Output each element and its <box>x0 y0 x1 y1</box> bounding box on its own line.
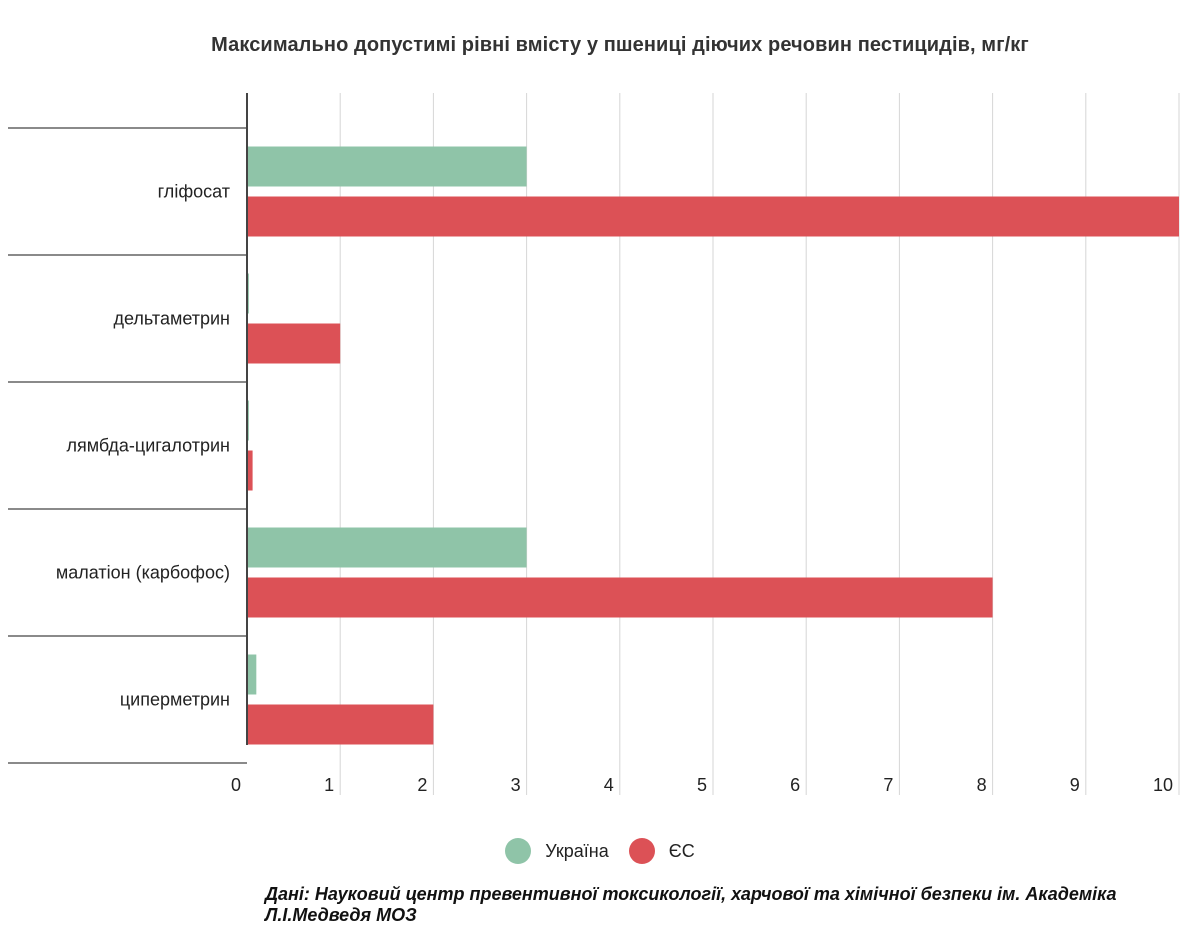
legend-swatch <box>505 838 532 864</box>
legend-item-ukraine: Україна <box>505 838 609 864</box>
legend: Україна ЄС <box>0 838 1200 864</box>
bar-eu-4 <box>247 704 434 745</box>
legend-item-eu: ЄС <box>628 838 695 864</box>
x-tick-label: 4 <box>604 775 614 795</box>
legend-swatch <box>628 838 655 864</box>
x-tick-label: 7 <box>883 775 893 795</box>
category-label: малатіон (карбофос) <box>56 563 230 583</box>
x-tick-label: 0 <box>231 775 241 795</box>
bar-eu-2 <box>247 450 253 491</box>
bar-ukraine-0 <box>247 146 527 187</box>
bar-eu-3 <box>247 577 993 618</box>
x-tick-label: 8 <box>977 775 987 795</box>
chart-title: Максимально допустимі рівні вмісту у пше… <box>211 34 1029 56</box>
legend-label: Україна <box>545 840 609 861</box>
x-tick-label: 3 <box>511 775 521 795</box>
category-label: дельтаметрин <box>114 309 230 329</box>
x-tick-label: 6 <box>790 775 800 795</box>
bar-ukraine-3 <box>247 527 527 568</box>
x-tick-label: 10 <box>1153 775 1173 795</box>
x-tick-label: 2 <box>417 775 427 795</box>
bar-ukraine-4 <box>247 654 257 695</box>
category-label: гліфосат <box>158 182 230 202</box>
x-tick-label: 1 <box>324 775 334 795</box>
x-tick-label: 5 <box>697 775 707 795</box>
legend-label: ЄС <box>668 840 695 861</box>
bar-chart: гліфосат дельтаметрин лямбда-цигалотрин мал… <box>8 93 1180 795</box>
bar-eu-1 <box>247 323 341 364</box>
category-label: лямбда-цигалотрин <box>66 436 230 456</box>
x-tick-label: 9 <box>1070 775 1080 795</box>
source-note: Дані: Науковий центр превентивної токсик… <box>265 884 1117 925</box>
category-label: циперметрин <box>120 690 230 710</box>
bar-eu-0 <box>247 196 1179 237</box>
